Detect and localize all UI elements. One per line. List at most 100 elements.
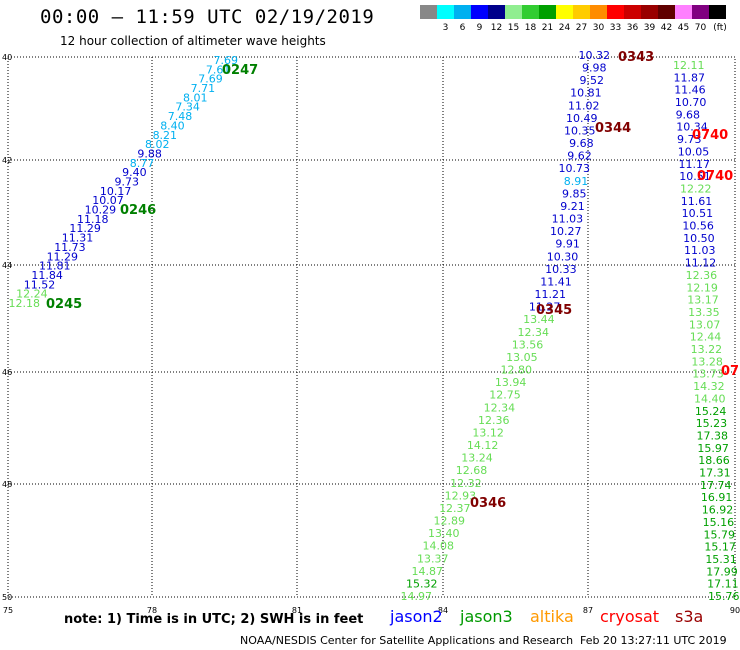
wave-height-label: 14.40 [694,392,726,405]
wave-height-label: 18.66 [698,454,730,467]
wave-height-label: 9.73 [677,133,702,146]
wave-height-label: 12.37 [439,502,471,515]
satellite-legend-jason3: jason3 [460,607,513,626]
wave-height-label: 9.88 [137,147,162,160]
satellite-legend-jason2: jason2 [390,607,443,626]
y-tick-label: 42 [2,156,12,165]
wave-height-label: 13.40 [428,527,460,540]
wave-height-label: 11.41 [540,275,572,288]
color-swatch [539,5,556,19]
wave-height-label: 11.87 [674,71,706,84]
x-tick-label: 78 [147,606,157,615]
pass-time-label: 0740 [697,169,733,184]
pass-time-label: 07 [721,364,739,379]
wave-height-label: 10.05 [678,145,710,158]
wave-height-label: 12.44 [690,331,722,344]
wave-height-label: 15.17 [704,541,736,554]
wave-height-label: 14.97 [401,590,433,603]
wave-height-label: 13.56 [512,338,544,351]
wave-height-label: 8.40 [160,119,185,132]
color-swatch [471,5,488,19]
wave-height-label: 11.81 [39,260,71,273]
pass-time-label: 0345 [536,303,572,318]
wave-height-label: 9.68 [569,137,594,150]
wave-height-label: 13.07 [689,318,721,331]
wave-height-label: 12.34 [484,401,516,414]
wave-height-label: 11.52 [24,278,56,291]
wave-height-label: 15.76 [708,590,740,603]
color-scale-label: 39 [643,23,656,33]
wave-height-label: 12.75 [489,389,521,402]
y-tick-label: 40 [2,53,12,62]
wave-height-label: 7.69 [214,54,239,67]
wave-height-label: 13.94 [495,376,527,389]
pass-time-label: 0343 [618,50,654,65]
wave-height-label: 10.49 [566,112,598,125]
wave-height-label: 12.11 [673,59,705,72]
wave-height-label: 15.97 [697,442,729,455]
map-frame [7,56,736,598]
color-scale-unit: (ft) [713,23,727,33]
wave-height-label: 15.23 [696,417,728,430]
color-scale-label: 70 [694,23,707,33]
x-tick-label: 81 [292,606,302,615]
wave-height-label: 10.33 [545,263,577,276]
x-tick-label: 75 [3,606,13,615]
wave-height-label: 14.08 [423,540,455,553]
wave-height-label: 12.32 [450,477,482,490]
wave-height-label: 8.01 [183,91,208,104]
wave-height-label: 7.69 [198,73,223,86]
wave-height-label: 11.31 [62,232,94,245]
wave-height-label: 12.34 [517,326,549,339]
color-scale-label: 42 [660,23,673,33]
color-swatch [641,5,658,19]
wave-height-label: 8.77 [130,157,155,170]
wave-height-label: 11.03 [552,213,584,226]
wave-height-label: 11.17 [679,158,711,171]
satellite-legend-s3a: s3a [675,607,704,626]
wave-height-label: 14.87 [411,565,443,578]
wave-height-label: 17.74 [700,479,732,492]
wave-height-label: 13.28 [691,355,723,368]
wave-height-label: 13.24 [461,452,493,465]
credit-line: NOAA/NESDIS Center for Satellite Applica… [240,634,574,647]
wave-height-label: 9.91 [555,238,580,251]
wave-height-label: 7.61 [206,63,231,76]
wave-height-label: 10.35 [564,124,596,137]
satellite-legend-altika: altika [530,607,574,626]
pass-time-label: 0346 [470,496,506,511]
wave-height-label: 9.40 [122,166,147,179]
wave-height-label: 11.21 [535,288,567,301]
wave-height-label: 15.16 [703,516,735,529]
wave-height-label: 10.07 [92,194,124,207]
wave-height-label: 11.61 [681,195,713,208]
wave-height-label: 13.05 [506,351,538,364]
wave-height-label: 13.35 [688,306,720,319]
color-swatch [454,5,471,19]
page-title: 00:00 – 11:59 UTC 02/19/2019 [40,6,375,28]
wave-height-label: 11.73 [54,241,86,254]
wave-height-label: 12.36 [686,269,718,282]
color-scale-label: 6 [459,23,466,33]
wave-height-label: 10.73 [558,162,590,175]
wave-height-label: 13.12 [472,426,504,439]
color-scale-label: 9 [476,23,483,33]
wave-height-label: 13.73 [692,368,724,381]
color-scale-label: 36 [626,23,639,33]
wave-height-label: 11.29 [47,250,79,263]
y-tick-label: 46 [2,368,12,377]
color-swatch [658,5,675,19]
wave-height-label: 15.32 [406,577,438,590]
footer-note: note: 1) Time is in UTC; 2) SWH is in fe… [64,612,364,627]
pass-time-label: 0740 [692,128,728,143]
y-tick-label: 50 [2,593,12,602]
color-swatch [505,5,522,19]
color-scale-label: 21 [541,23,554,33]
pass-time-label: 0246 [120,203,156,218]
x-tick-label: 87 [583,606,593,615]
wave-height-label: 12.80 [500,364,532,377]
wave-height-label: 7.48 [168,110,193,123]
wave-height-label: 9.98 [582,62,607,75]
wave-height-label: 12.89 [434,515,466,528]
